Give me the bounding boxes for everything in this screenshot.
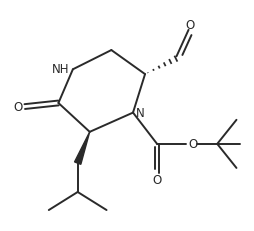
Text: O: O — [188, 137, 197, 150]
Text: O: O — [186, 18, 195, 31]
Text: O: O — [13, 101, 23, 114]
Text: O: O — [152, 173, 161, 186]
Polygon shape — [74, 132, 90, 165]
Text: NH: NH — [52, 63, 69, 76]
Text: N: N — [135, 106, 144, 119]
